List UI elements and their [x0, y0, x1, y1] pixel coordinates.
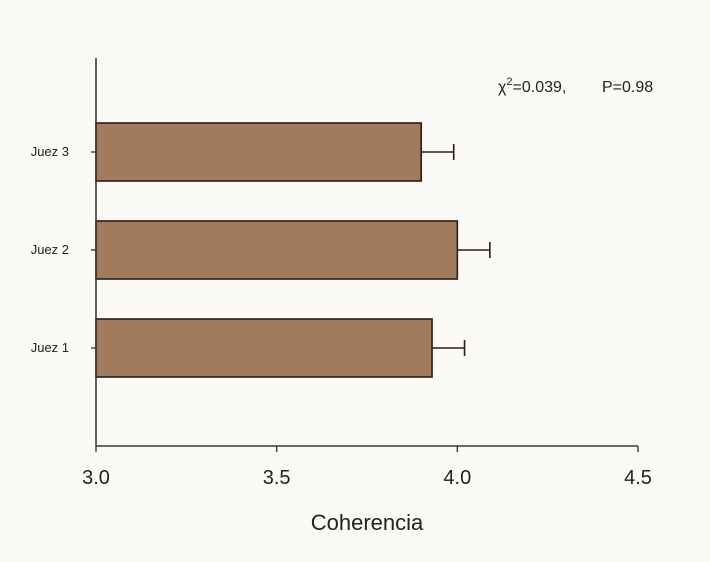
axes-layer: Juez 1 Juez 2 Juez 3 3.0 3.5 4.0 4.5 [31, 58, 652, 489]
x-tick-label-3-0: 3.0 [82, 467, 110, 489]
y-tick-label-juez-2: Juez 2 [31, 242, 69, 257]
chi-value: =0.039, [513, 79, 567, 96]
chi-symbol: χ [498, 79, 507, 96]
bar-juez-2 [95, 220, 459, 280]
p-value: P=0.98 [602, 79, 653, 96]
x-tick-label-4-0: 4.0 [443, 467, 471, 489]
y-tick-label-juez-3: Juez 3 [31, 144, 69, 159]
bars-layer [95, 122, 491, 378]
bar-juez-3 [95, 122, 423, 182]
chi-square-annotation: χ2=0.039, P=0.98 [498, 76, 653, 96]
x-tick-label-3-5: 3.5 [263, 467, 291, 489]
bar-juez-1 [95, 318, 433, 378]
x-axis-label: Coherencia [311, 510, 424, 535]
chi-exponent: 2 [506, 76, 512, 88]
x-tick-label-4-5: 4.5 [624, 467, 652, 489]
y-tick-label-juez-1: Juez 1 [31, 340, 69, 355]
